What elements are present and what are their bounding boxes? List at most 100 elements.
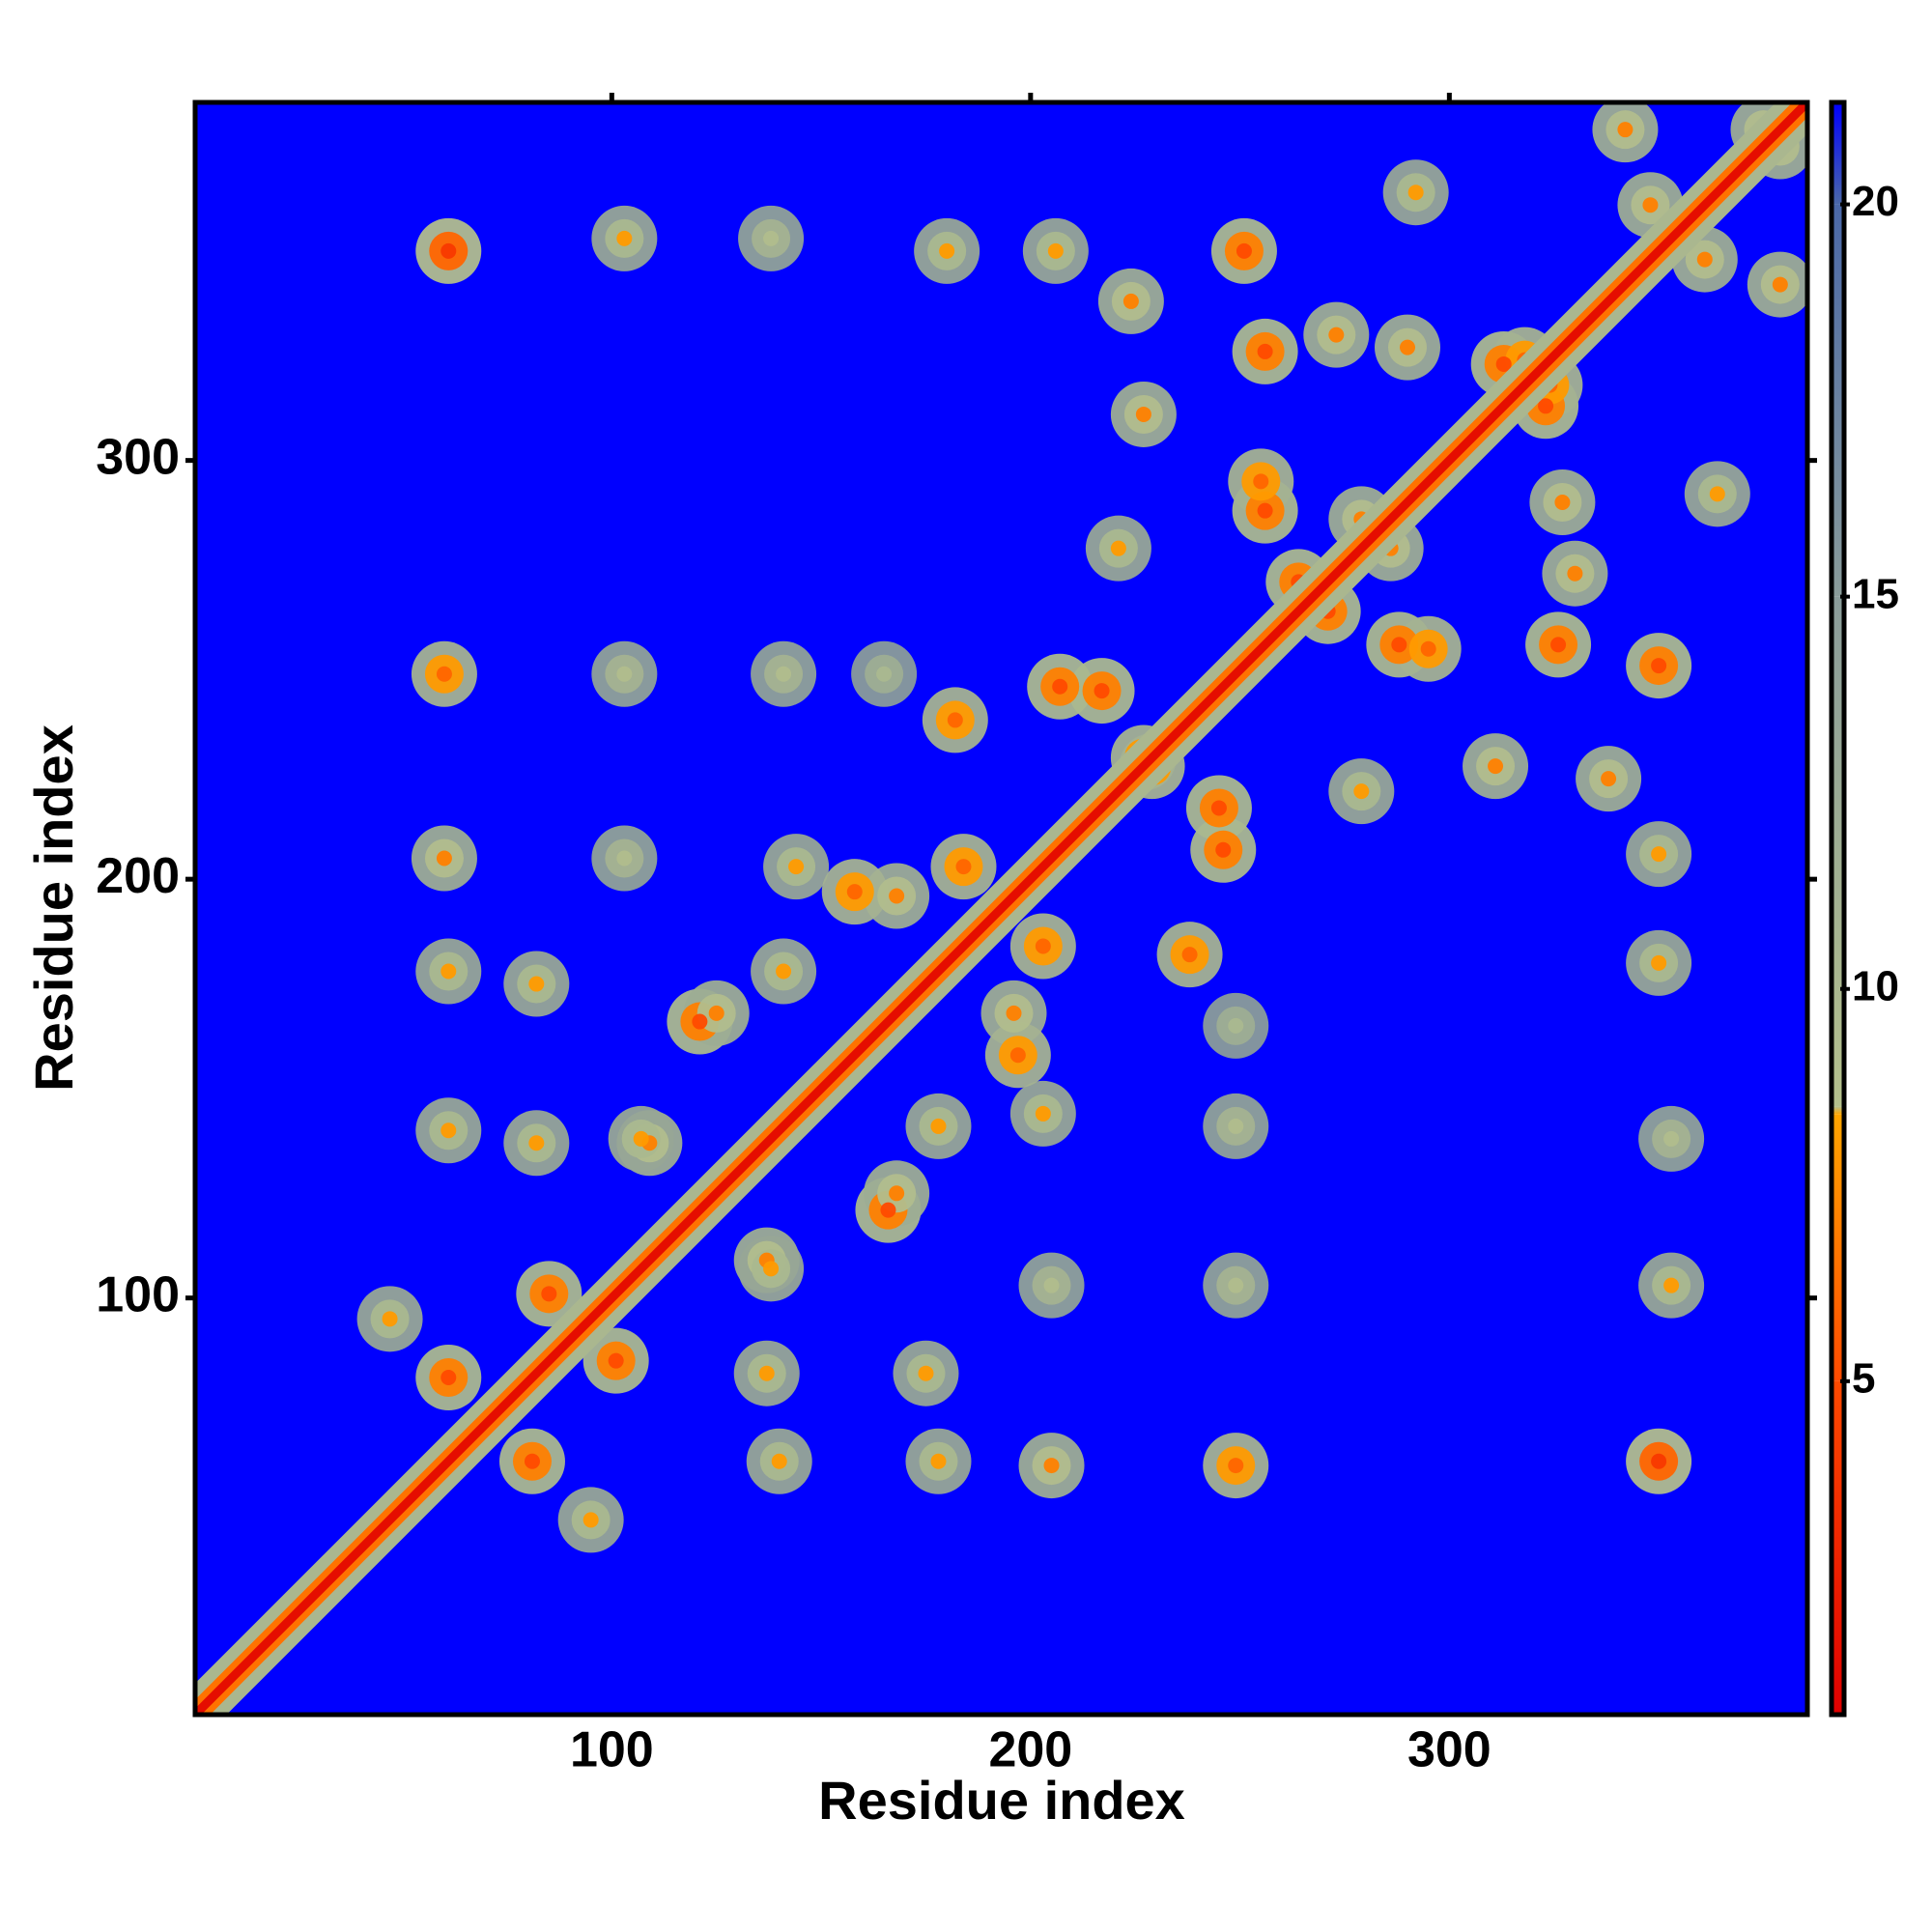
contact-core	[1488, 758, 1504, 775]
y-tick-label: 300	[96, 429, 180, 485]
contact-core	[1328, 327, 1345, 343]
contact-core	[1538, 398, 1554, 414]
contact-core	[1052, 678, 1068, 695]
contact-core	[955, 859, 972, 875]
contact-core	[1772, 276, 1788, 293]
plot-frame	[192, 99, 1810, 1718]
contact-core	[633, 1130, 649, 1147]
contact-core	[382, 1311, 398, 1327]
contact-core	[876, 666, 893, 682]
contact-core	[1122, 293, 1139, 309]
contact-core	[1651, 658, 1667, 674]
contact-core	[1550, 637, 1567, 653]
contact-core	[1601, 771, 1617, 787]
contact-core	[1135, 406, 1151, 422]
y-tick-label: 200	[96, 848, 180, 904]
contact-core	[947, 712, 963, 728]
x-tick-label: 100	[570, 1722, 654, 1778]
contact-core	[930, 1453, 947, 1469]
contact-core	[776, 963, 792, 980]
contact-core	[758, 1365, 775, 1381]
contact-core	[1253, 473, 1269, 490]
colorbar-segment	[1832, 102, 1844, 205]
contact-core	[440, 242, 457, 259]
contact-core	[1567, 565, 1583, 582]
contact-core	[1257, 502, 1273, 519]
contact-core	[1009, 1047, 1026, 1064]
contact-core	[1709, 486, 1725, 502]
contact-core	[930, 1118, 947, 1134]
contact-core	[1043, 1277, 1060, 1293]
contact-core	[1407, 185, 1424, 201]
contact-core	[939, 242, 955, 259]
contact-core	[1110, 540, 1126, 556]
contact-core	[763, 1261, 780, 1277]
diagonal-band-core	[195, 102, 1807, 1715]
colorbar-tick-label: 10	[1852, 962, 1899, 1009]
contact-core	[763, 230, 780, 246]
contact-core	[1400, 339, 1416, 355]
contact-core	[1696, 251, 1713, 268]
contact-core	[1663, 1130, 1680, 1147]
colorbar-segment	[1832, 204, 1844, 597]
x-axis-label: Residue index	[818, 1770, 1185, 1831]
contact-core	[1642, 197, 1659, 213]
contact-core	[889, 1185, 905, 1202]
contact-core	[1651, 954, 1667, 971]
contact-core	[440, 1370, 457, 1386]
contact-core	[692, 1013, 708, 1030]
contact-core	[1651, 1453, 1667, 1469]
contact-core	[1391, 637, 1407, 653]
contact-core	[1210, 800, 1227, 816]
colorbar-tick-label: 15	[1852, 570, 1899, 617]
colorbar-frame	[1829, 99, 1847, 1718]
colorbar-tick-label: 20	[1852, 178, 1899, 225]
contact-core	[528, 1135, 545, 1151]
contact-core	[776, 666, 792, 682]
x-tick-label: 200	[988, 1722, 1072, 1778]
colorbar-segment	[1832, 1380, 1844, 1715]
contact-core	[1035, 1105, 1051, 1122]
contact-core	[889, 888, 905, 904]
contact-core	[608, 1352, 624, 1369]
contact-core	[436, 850, 452, 867]
contact-core	[436, 666, 452, 682]
contact-core	[1094, 683, 1110, 699]
contact-core	[541, 1286, 557, 1302]
contact-core	[1353, 783, 1370, 800]
contact-core	[1035, 938, 1051, 954]
contact-core	[616, 850, 633, 867]
contact-core	[440, 1122, 457, 1139]
contact-core	[528, 976, 545, 992]
contact-core	[1617, 122, 1634, 138]
contact-core	[1554, 494, 1571, 510]
contact-core	[771, 1453, 787, 1469]
y-axis-label: Residue index	[23, 724, 84, 1092]
colorbar-segment	[1832, 596, 1844, 1107]
contact-core	[1228, 1277, 1244, 1293]
contact-core	[1651, 846, 1667, 863]
contact-core	[616, 666, 633, 682]
contact-core	[1228, 1458, 1244, 1474]
contact-core	[1006, 1005, 1022, 1021]
contact-core	[440, 963, 457, 980]
colorbar-segment	[1832, 1114, 1844, 1381]
y-tick-label: 100	[96, 1266, 180, 1322]
contact-core	[788, 859, 805, 875]
colorbar-segment	[1832, 1106, 1844, 1115]
contact-core	[1047, 242, 1064, 259]
contact-core	[1043, 1458, 1060, 1474]
contact-core	[1495, 355, 1512, 372]
x-tick-label: 300	[1407, 1722, 1492, 1778]
contact-core	[1228, 1017, 1244, 1034]
contact-core	[708, 1005, 724, 1021]
contact-core	[1663, 1277, 1680, 1293]
colorbar-tick-label: 5	[1852, 1354, 1875, 1402]
contact-core	[1420, 640, 1436, 657]
contact-core	[616, 230, 633, 246]
contact-core	[918, 1365, 934, 1381]
plot-area	[195, 102, 1807, 1715]
contact-core	[582, 1512, 599, 1528]
contact-core	[1181, 947, 1198, 963]
